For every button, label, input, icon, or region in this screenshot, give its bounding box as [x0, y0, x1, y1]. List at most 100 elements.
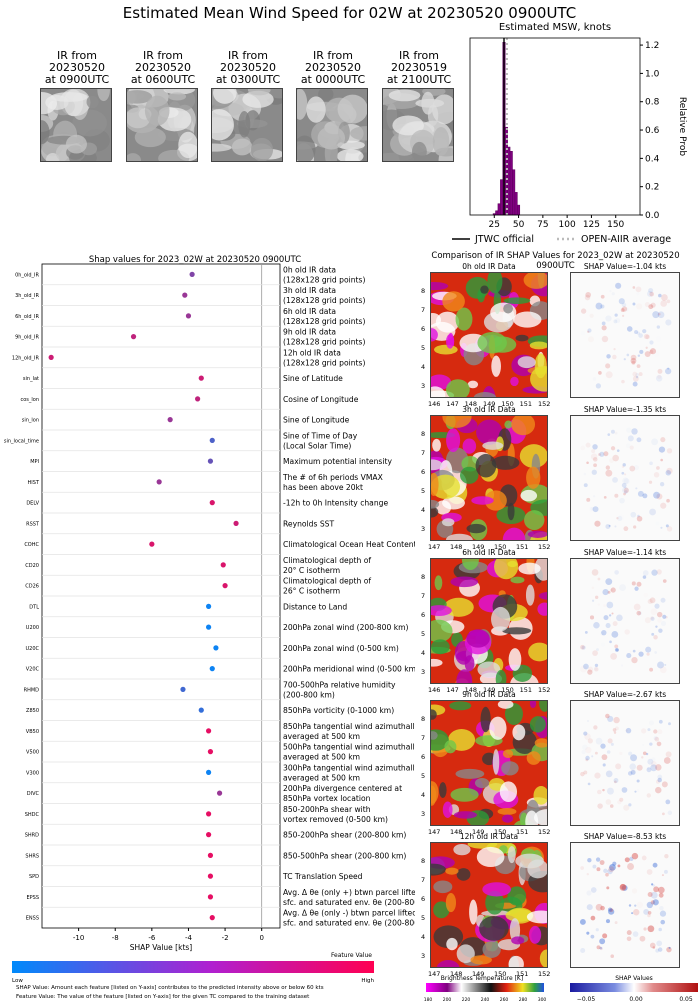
shap-speckle [642, 493, 648, 499]
shap-speckle [643, 909, 650, 915]
ir-blob [511, 936, 525, 945]
shap-speckle [652, 884, 656, 887]
ir-label-line: 20230519 [391, 61, 447, 74]
shap-point [189, 271, 195, 277]
ir-blob [431, 605, 452, 617]
shap-speckle [621, 471, 625, 475]
shap-speckle [652, 899, 659, 906]
ir-blob [491, 606, 511, 632]
shap-speckle [658, 947, 663, 952]
ir-xtick-label: 148 [450, 970, 463, 978]
msw-bar [512, 169, 516, 216]
shap-speckle [600, 304, 605, 309]
ir-ytick-label: 6 [421, 611, 426, 619]
msw-bar [495, 210, 499, 216]
ir-blob [431, 658, 443, 667]
shap-feature-desc: Reynolds SST [283, 519, 335, 528]
shap-speckle [580, 644, 585, 650]
shap-speckle [599, 451, 605, 457]
shap-speckle [615, 282, 622, 289]
shap-speckle [592, 506, 599, 513]
ir-blob [530, 366, 547, 392]
ir-blob [480, 285, 489, 294]
shap-speckle [605, 524, 611, 530]
shap-point [206, 769, 212, 775]
shap-feature-code: sin_lat [23, 376, 39, 382]
shap-speckle [595, 903, 603, 911]
ir-blob [494, 559, 519, 580]
shap-speckle [625, 727, 632, 734]
ir-blob [524, 510, 545, 530]
ir-ytick-label: 4 [421, 933, 426, 941]
ir-blob [539, 949, 547, 967]
shap-speckle [631, 657, 638, 664]
shap-speckle [643, 927, 647, 931]
shap-feature-desc: averaged at 500 km [283, 732, 360, 741]
ir-blob [487, 273, 503, 294]
ir-blob [525, 810, 539, 825]
shap-speckle [601, 321, 606, 326]
shap-speckle [605, 623, 611, 629]
shap-speckle [580, 308, 587, 314]
shap-speckle [653, 729, 658, 734]
shap-map-panel [570, 558, 680, 684]
msw-bar [504, 126, 508, 216]
shap-speckle [645, 752, 649, 756]
ir-xtick-label: 147 [428, 970, 441, 978]
ir-xtick-label: 146 [428, 400, 441, 408]
shap-speckle [649, 942, 656, 949]
shap-speckle [590, 887, 597, 893]
shap-speckle [603, 615, 609, 621]
shap-colorbar-tick: 0.05 [679, 996, 693, 1003]
ir-blob [445, 334, 455, 349]
shap-xtick-label: -4 [185, 934, 193, 942]
ir-blob [502, 527, 526, 540]
shap-speckle [624, 486, 627, 489]
shap-speckle [637, 490, 644, 497]
shap-speckle [610, 954, 615, 958]
shap-speckle [606, 886, 610, 890]
ir-blob [445, 892, 457, 913]
shap-feature-desc: (128x128 grid points) [283, 358, 365, 367]
shap-speckle [593, 463, 597, 468]
shap-point [207, 749, 214, 755]
shap-feature-desc: 850-200hPa shear (200-800 km) [283, 831, 406, 840]
shap-feature-code: sin_local_time [4, 438, 39, 444]
ir-ytick-label: 6 [421, 325, 426, 333]
colorbar-title: Feature Value [331, 952, 372, 959]
ir-blob [431, 785, 437, 806]
ir-blob [431, 281, 449, 291]
shap-xtick-label: -2 [222, 934, 229, 942]
shap-speckle [600, 294, 605, 299]
ir-blob [475, 453, 497, 478]
ir-label-line: at 0300UTC [215, 73, 281, 86]
shap-speckle [581, 645, 586, 650]
shap-speckle [636, 515, 643, 522]
shap-map-graphic [580, 713, 673, 816]
shap-feature-desc: Maximum potential intensity [283, 457, 392, 466]
shap-speckle [632, 649, 636, 653]
shap-speckle [655, 764, 662, 771]
shap-speckle [660, 597, 666, 603]
shap-speckle [625, 729, 628, 732]
shap-feature-desc: Sine of Latitude [283, 374, 343, 383]
ir-panel-title: 12h old IR Data [459, 832, 519, 841]
ir-blob [511, 416, 536, 436]
shap-speckle [654, 603, 660, 609]
shap-speckle [629, 445, 634, 450]
msw-ytick-label: 0.8 [645, 98, 660, 108]
shap-speckle [597, 803, 603, 809]
shap-speckle [610, 589, 613, 592]
shap-speckle [649, 720, 654, 725]
shap-feature-desc: Cosine of Longitude [283, 395, 359, 404]
ir-blob [477, 661, 501, 678]
shap-speckle [649, 597, 656, 604]
shap-feature-desc: 200hPa zonal wind (0-500 km) [283, 644, 399, 653]
ir-blob [464, 655, 475, 672]
msw-bar [497, 203, 501, 216]
ir-blob [449, 701, 472, 711]
ir-blob [485, 890, 505, 915]
ir-label-line: 20230520 [220, 61, 276, 74]
shap-speckle [602, 933, 608, 939]
shap-speckle [631, 852, 639, 860]
